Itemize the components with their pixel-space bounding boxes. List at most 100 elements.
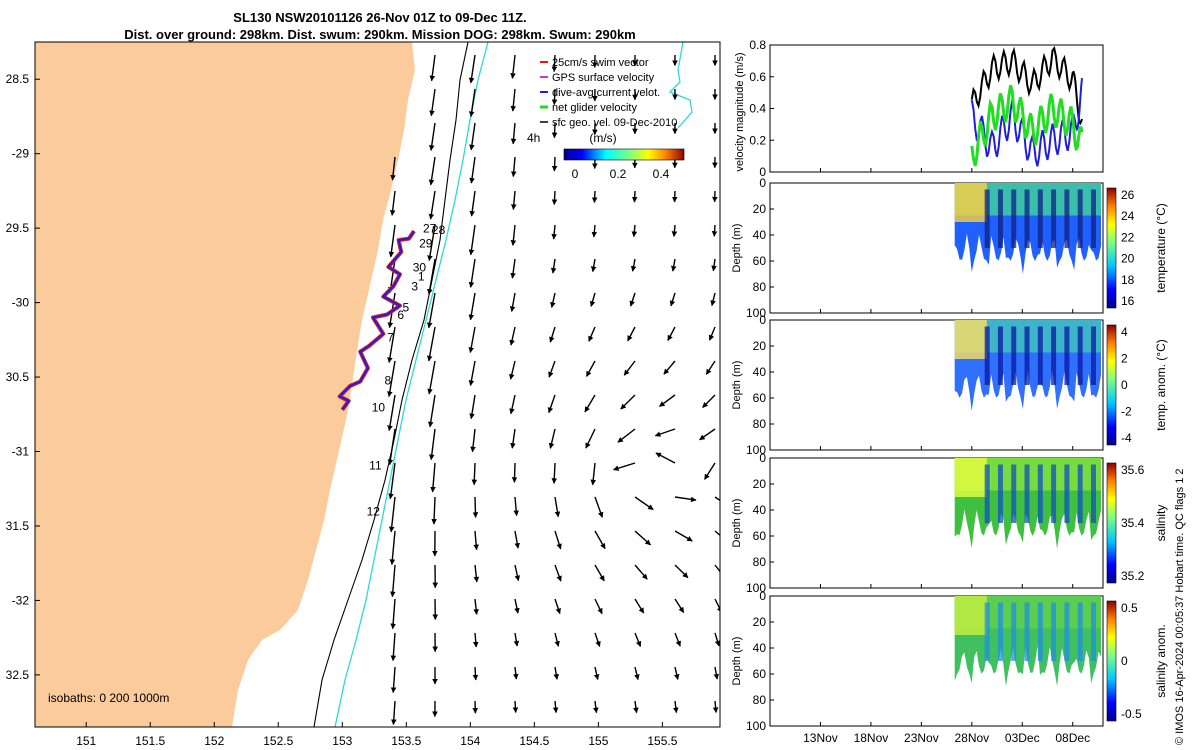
section-stripe [984, 602, 990, 661]
depth-tick-label: 20 [753, 477, 767, 491]
depth-tick-label: 80 [753, 417, 767, 431]
velocity-arrow [591, 224, 598, 238]
velocity-arrow [634, 666, 640, 681]
velocity-ytick-label: 0.8 [749, 38, 766, 52]
velocity-arrow [550, 258, 557, 274]
section-stripe [1024, 189, 1030, 248]
velocity-arrow [674, 530, 693, 542]
colorbar-tick-1: 0.2 [610, 167, 627, 181]
velocity-series-line [970, 84, 1084, 167]
map-xtick-label: 155 [588, 734, 608, 748]
velocity-arrow [510, 54, 516, 79]
velocity-arrow [509, 394, 516, 415]
velocity-arrow [714, 632, 720, 647]
track-day-label: 12 [367, 505, 381, 519]
depth-tick-label: 60 [753, 391, 767, 405]
velocity-arrow [430, 462, 436, 493]
colorbar-tick-label: 24 [1121, 209, 1135, 223]
velocity-arrow [552, 700, 559, 714]
velocity-arrow [585, 428, 596, 449]
velocity-arrow [428, 122, 436, 151]
section-stripe [1090, 602, 1096, 661]
depth-tick-label: 80 [753, 693, 767, 707]
velocity-arrow [473, 564, 480, 583]
velocity-arrow [670, 258, 677, 272]
velocity-arrow [513, 632, 520, 647]
section-stripe [1090, 326, 1096, 385]
velocity-ytick-label: 0.6 [749, 70, 766, 84]
velocity-arrow [387, 360, 396, 398]
depth-ylabel: Depth (m) [731, 499, 743, 548]
track-day-label: 29 [419, 237, 433, 251]
velocity-arrow [469, 190, 476, 217]
velocity-arrow [613, 462, 636, 471]
velocity-arrow [472, 666, 479, 681]
track-day-label: 1 [418, 269, 425, 283]
velocity-arrow [627, 326, 636, 342]
velocity-arrow [711, 224, 718, 237]
velocity-arrow [589, 292, 596, 307]
section-stripe [1037, 189, 1043, 248]
section-stripe [1024, 464, 1030, 523]
section-stripe [1037, 464, 1043, 523]
colorbar-tick-label: 0 [1121, 378, 1128, 392]
velocity-arrow [705, 360, 716, 375]
velocity-arrow [468, 88, 476, 118]
velocity-arrow [631, 224, 638, 238]
section-stripe [1024, 326, 1030, 385]
velocity-arrow [428, 156, 436, 186]
velocity-arrow [427, 360, 436, 395]
map-ytick-label: 31.5 [6, 519, 30, 533]
velocity-arrow [513, 496, 519, 517]
map-ytick-label: -30 [12, 296, 30, 310]
map-ytick-label: -32 [12, 593, 30, 607]
colorbar-label: salinity anom. [1154, 624, 1168, 697]
velocity-arrow [468, 360, 476, 386]
velocity-arrow [554, 496, 561, 518]
section-warm-patch [954, 183, 987, 222]
velocity-arrow [554, 598, 561, 615]
velocity-arrow [551, 156, 558, 172]
velocity-arrow [594, 598, 603, 615]
velocity-arrow [702, 394, 716, 408]
velocity-arrow [470, 428, 476, 453]
section-stripe [1077, 464, 1083, 523]
colorbar-tick-label: 2 [1121, 352, 1128, 366]
velocity-arrow [633, 700, 639, 714]
velocity-arrow [390, 156, 396, 181]
velocity-arrow [714, 598, 720, 613]
velocity-arrow [427, 224, 436, 262]
section-stripe [1051, 326, 1057, 385]
time-xtick-label: 08Dec [1055, 731, 1090, 745]
velocity-arrow [511, 462, 518, 483]
velocity-arrow [674, 496, 697, 503]
velocity-arrow [388, 496, 396, 533]
velocity-arrow [634, 632, 642, 647]
colorbar-tick-label: -0.5 [1121, 707, 1142, 721]
time-xtick-label: 23Nov [904, 731, 939, 745]
velocity-arrow [469, 394, 476, 420]
velocity-arrow [554, 632, 560, 647]
velocity-arrow [593, 700, 599, 714]
velocity-arrow [510, 122, 517, 145]
speed-colorbar [563, 148, 685, 161]
velocity-arrow [674, 598, 685, 613]
velocity-series-line [970, 78, 1083, 167]
depth-tick-label: 20 [753, 202, 767, 216]
isobath-200m [334, 42, 489, 727]
credit-text: © IMOS 16-Apr-2024 00:05:37 Hobart time.… [1174, 468, 1186, 745]
section-stripe [984, 464, 990, 523]
colorbar-tick-label: 20 [1121, 252, 1135, 266]
velocity-arrow [510, 428, 516, 449]
section-stripe [1051, 464, 1057, 523]
depth-tick-label: 100 [746, 306, 766, 320]
map-xtick-label: 154 [460, 734, 480, 748]
section-stripe [984, 326, 990, 385]
velocity-ytick-label: 0.4 [749, 102, 766, 116]
map-ytick-label: -29 [12, 147, 30, 161]
velocity-arrow [389, 530, 396, 565]
land-mass [35, 42, 415, 727]
velocity-arrow [429, 54, 436, 82]
velocity-arrow [388, 224, 396, 258]
chart-title-line1: SL130 NSW20101126 26-Nov 01Z to 09-Dec 1… [233, 10, 526, 25]
